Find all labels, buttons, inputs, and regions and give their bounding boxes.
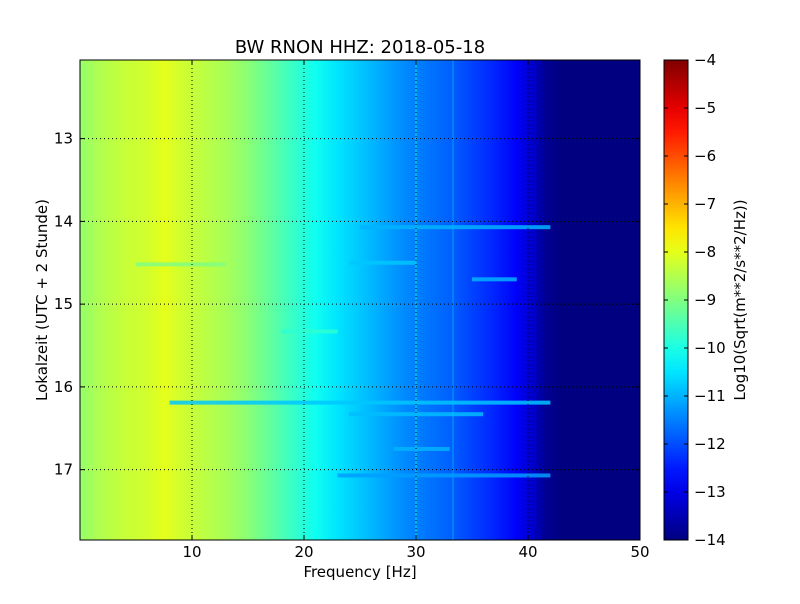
chart-title: BW RNON HHZ: 2018-05-18: [235, 37, 485, 58]
x-tick-label: 10: [182, 543, 201, 561]
colorbar-tick-label: −14: [694, 531, 726, 549]
y-tick-label: 17: [54, 461, 73, 479]
y-tick-label: 13: [54, 130, 73, 148]
event-band: [348, 260, 416, 265]
colorbar-tick-label: −12: [694, 435, 726, 453]
colorbar-tick-label: −5: [694, 99, 716, 117]
event-band: [360, 225, 551, 230]
event-band: [281, 329, 338, 334]
event-band: [136, 262, 226, 267]
event-band: [472, 277, 517, 282]
y-tick-label: 15: [54, 295, 73, 313]
spectral-line: [451, 60, 454, 540]
colorbar-tick-label: −7: [694, 195, 716, 213]
x-axis: 10 20 30 40 50: [182, 60, 650, 561]
x-tick-label: 40: [518, 543, 537, 561]
spectrogram-background: [80, 60, 640, 540]
plot-frame: [79, 59, 641, 541]
colorbar-tick-label: −8: [694, 243, 716, 261]
y-axis: 13 14 15 16 17: [54, 130, 640, 479]
spectral-line: [266, 60, 269, 540]
heatmap-layer: [80, 60, 640, 540]
colorbar-tick-label: −6: [694, 147, 716, 165]
colorbar-label: Log10(Sqrt(m**2/s**2/Hz)): [731, 199, 749, 400]
event-band: [348, 412, 484, 417]
colorbar: −4 −5 −6 −7 −8 −9 −10 −11 −12 −13 −14: [663, 51, 726, 549]
x-tick-label: 20: [294, 543, 313, 561]
event-band: [337, 473, 551, 478]
grid-layer: [80, 60, 640, 540]
colorbar-tick-label: −4: [694, 51, 716, 69]
y-tick-label: 16: [54, 378, 73, 396]
y-axis-label: Lokalzeit (UTC + 2 Stunde): [33, 199, 51, 401]
x-tick-label: 30: [406, 543, 425, 561]
event-band: [169, 400, 551, 405]
x-tick-label: 50: [630, 543, 649, 561]
event-band: [393, 446, 450, 451]
y-tick-label: 14: [54, 212, 73, 230]
colorbar-tick-label: −9: [694, 291, 716, 309]
colorbar-tick-label: −10: [694, 339, 726, 357]
colorbar-tick-label: −11: [694, 387, 726, 405]
x-axis-label: Frequency [Hz]: [303, 563, 416, 581]
colorbar-tick-label: −13: [694, 483, 726, 501]
